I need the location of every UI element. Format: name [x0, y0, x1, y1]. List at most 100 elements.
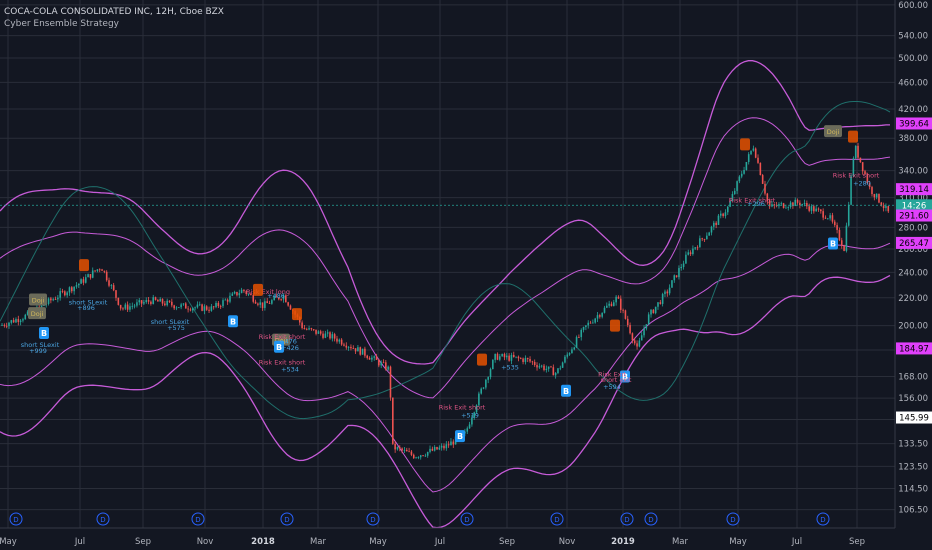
candle-body: [468, 424, 471, 429]
buy-signal-label: B: [276, 343, 282, 352]
candle-body: [285, 295, 287, 303]
candle-body: [264, 301, 266, 308]
candle-body: [66, 292, 68, 296]
candle-body: [782, 203, 785, 208]
y-tick-label: 123.50: [898, 462, 928, 472]
candle-body: [592, 322, 594, 324]
candle-body: [82, 279, 85, 283]
candle-body: [740, 173, 743, 177]
candle-body: [696, 247, 699, 249]
price-tag-label: 145.99: [899, 414, 929, 424]
candle-body: [820, 209, 822, 212]
candle-body: [466, 428, 469, 432]
candle-body: [392, 397, 394, 444]
candle-body: [568, 353, 571, 355]
candle-body: [473, 412, 476, 418]
candle-body: [322, 333, 324, 338]
candle-body: [780, 203, 783, 205]
candle-body: [522, 358, 524, 362]
candle-body: [687, 252, 690, 255]
candle-body: [887, 206, 890, 212]
x-tick-label: Jul: [791, 537, 802, 547]
candle-body: [138, 300, 141, 303]
x-tick-label: Sep: [849, 537, 865, 547]
candle-body: [89, 274, 92, 278]
buy-signal-box: [561, 384, 571, 397]
candle-body: [650, 309, 652, 315]
candle-body: [626, 318, 629, 326]
price-tag-label: 14:26: [902, 201, 927, 211]
candle-body: [250, 293, 252, 296]
candle-body: [757, 157, 759, 163]
candle-body: [824, 217, 827, 219]
candle-body: [91, 270, 94, 278]
candle-body: [224, 299, 227, 301]
middle-band: [0, 101, 891, 420]
x-tick-label: Nov: [559, 537, 576, 547]
price-tag-label: 319.14: [899, 185, 929, 195]
candle-body: [50, 298, 52, 301]
candle-body: [512, 354, 515, 358]
candle-body: [657, 302, 659, 307]
candle-body: [122, 308, 124, 310]
candle-body: [71, 287, 73, 292]
date-marker-circle: [191, 512, 205, 526]
buy-signal-box: [274, 340, 284, 353]
candle-body: [629, 325, 631, 334]
candle-body: [715, 222, 717, 225]
candle-body: [315, 329, 317, 334]
y-tick-label: 500.00: [898, 54, 928, 64]
candle-body: [545, 368, 548, 370]
candle-body: [580, 329, 583, 338]
candle-body: [729, 200, 731, 207]
candle-body: [119, 304, 122, 309]
candle-body: [450, 441, 452, 446]
candle-body: [822, 211, 824, 218]
candle-body: [238, 293, 241, 296]
candle-body: [210, 306, 213, 311]
trade-annotation: Risk Exit short: [259, 359, 306, 367]
candle-body: [154, 297, 157, 300]
indicator-name[interactable]: Cyber Ensemble Strategy: [4, 19, 119, 29]
candle-body: [505, 355, 508, 358]
candle-body: [194, 307, 196, 309]
candle-body: [443, 445, 445, 449]
candle-body: [164, 303, 166, 306]
candle-body: [564, 356, 566, 363]
x-tick-label: Mar: [310, 537, 327, 547]
candle-body: [543, 365, 545, 370]
x-tick-label: Jul: [74, 537, 85, 547]
candle-body: [380, 362, 382, 366]
candle-body: [675, 275, 678, 278]
candle-body: [231, 293, 234, 296]
x-tick-label: Sep: [135, 537, 151, 547]
candle-body: [408, 451, 410, 453]
candle-body: [771, 204, 773, 207]
price-candles: [1, 142, 890, 460]
candle-body: [750, 150, 752, 155]
candle-body: [433, 446, 436, 451]
symbol-title[interactable]: COCA-COLA CONSOLIDATED INC, 12H, Cboe BZ…: [4, 7, 224, 17]
candle-body: [685, 254, 687, 264]
candle-body: [885, 206, 887, 209]
candle-body: [747, 154, 750, 163]
time-axis[interactable]: May Jul Sep Nov 2018 Mar May Jul Sep Nov 2019 Mar Ma…: [0, 527, 895, 547]
candle-body: [168, 300, 171, 302]
candle-body: [471, 417, 473, 425]
candle-body: [808, 206, 810, 211]
candle-body: [861, 162, 864, 172]
candle-body: [217, 302, 220, 307]
buy-signal-box: [455, 430, 465, 443]
candle-body: [671, 280, 673, 288]
date-marker-circle: [280, 512, 294, 526]
candle-body: [517, 356, 520, 359]
price-tag-box: [896, 117, 932, 130]
candle-body: [64, 291, 66, 296]
candle-body: [312, 329, 315, 331]
candle-body: [829, 215, 831, 219]
candle-body: [359, 347, 362, 355]
candle-body: [871, 187, 873, 195]
candle-body: [533, 361, 536, 365]
